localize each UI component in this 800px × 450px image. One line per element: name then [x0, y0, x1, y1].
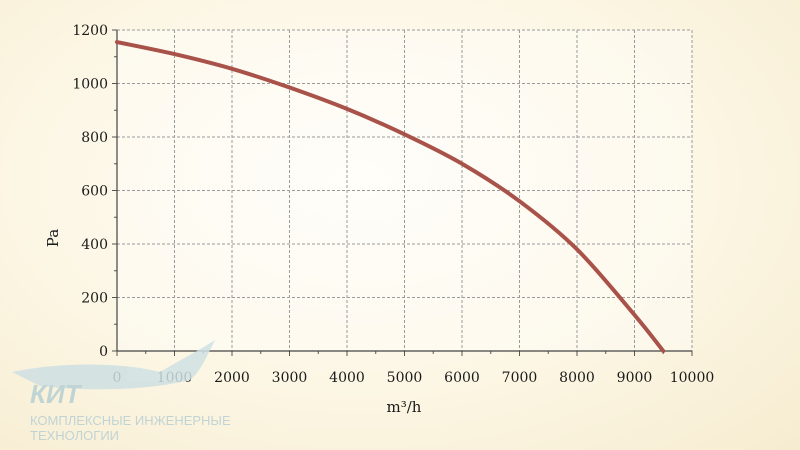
y-tick-label: 1200 — [72, 23, 108, 39]
x-axis-label: m³/h — [387, 398, 422, 416]
company-logo: КИТ КОМПЛЕКСНЫЕ ИНЖЕНЕРНЫЕ ТЕХНОЛОГИИ — [12, 340, 231, 443]
logo-tagline-2: ТЕХНОЛОГИИ — [30, 428, 119, 443]
y-tick-label: 400 — [81, 237, 108, 253]
y-tick-label: 200 — [81, 291, 108, 307]
x-tick-label: 5000 — [387, 370, 423, 386]
y-tick-labels: 0 200 400 600 800 1000 1200 — [72, 23, 108, 360]
x-tick-label: 9000 — [617, 370, 653, 386]
axes — [112, 29, 693, 356]
grid — [117, 29, 693, 351]
x-tick-label: 4000 — [329, 370, 365, 386]
x-tick-labels: 0100020003000400050006000700080009000100… — [113, 370, 715, 386]
y-tick-label: 600 — [81, 184, 108, 200]
y-axis-label: Pa — [44, 229, 62, 247]
y-tick-label: 800 — [81, 130, 108, 146]
x-tick-label: 10000 — [670, 370, 715, 386]
logo-tagline-1: КОМПЛЕКСНЫЕ ИНЖЕНЕРНЫЕ — [30, 413, 231, 428]
series-line — [115, 40, 666, 353]
logo-name: КИТ — [30, 379, 83, 409]
series-group — [115, 40, 666, 353]
x-tick-label: 8000 — [559, 370, 595, 386]
x-tick-label: 6000 — [444, 370, 480, 386]
whale-tail-icon — [12, 340, 215, 390]
x-tick-label: 7000 — [502, 370, 538, 386]
y-tick-label: 0 — [99, 344, 108, 360]
x-tick-label: 3000 — [272, 370, 308, 386]
y-tick-label: 1000 — [72, 77, 108, 93]
x-tick-label: 2000 — [214, 370, 250, 386]
